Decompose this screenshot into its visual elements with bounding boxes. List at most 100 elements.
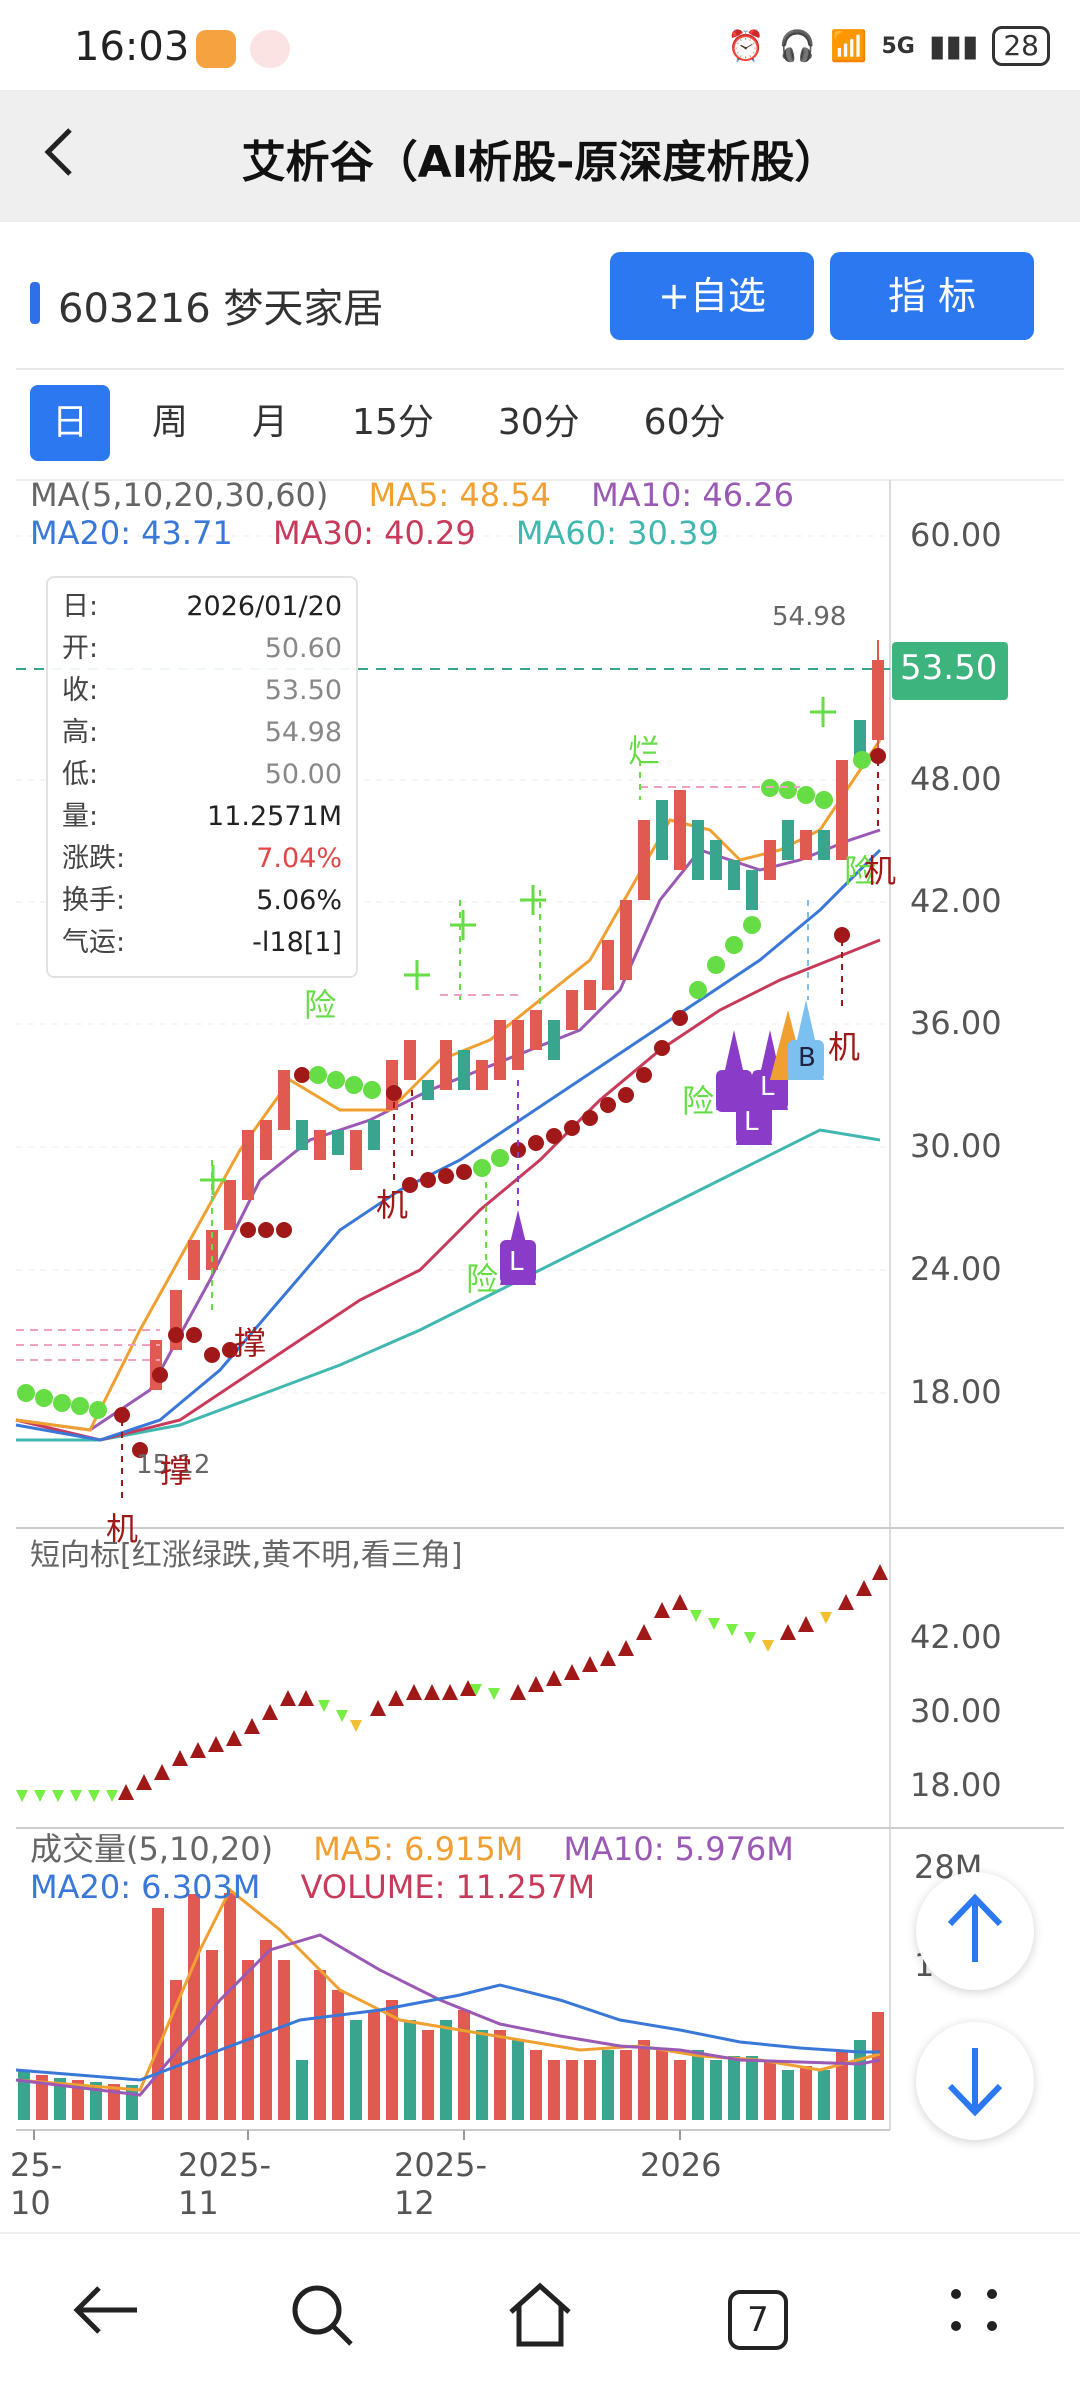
- annotation-ji: 机: [828, 1028, 861, 1066]
- ma60-label: MA60: 30.39: [515, 514, 719, 552]
- network-label: 5G: [881, 33, 915, 59]
- x-axis-label: 2026: [640, 2146, 722, 2184]
- annotation-ji: 机: [376, 1186, 409, 1224]
- tab-week[interactable]: 周: [152, 402, 189, 443]
- info-value: 50.60: [264, 633, 342, 664]
- browser-nav-bar: 7: [0, 2232, 1080, 2400]
- price-tick: 18.00: [910, 1373, 1002, 1411]
- high-price-label: 54.98: [772, 602, 847, 632]
- info-row: 开: 50.60: [62, 628, 342, 670]
- vol-ma20-line: [15, 1983, 880, 2082]
- short-indicator-title: 短向标[红涨绿跌,黄不明,看三角]: [30, 1538, 463, 1573]
- candlesticks: [150, 640, 884, 1390]
- info-key: 换手:: [62, 885, 126, 916]
- annotation-ji: 机: [864, 852, 897, 890]
- info-value: 11.2571M: [207, 801, 342, 832]
- scroll-up-button[interactable]: [916, 1872, 1034, 1990]
- short-indicator-triangles: [16, 1564, 888, 1802]
- page-title: 艾析谷（AI析股-原深度析股）: [241, 137, 839, 188]
- search-icon[interactable]: [282, 2280, 362, 2360]
- volume-legend: 成交量(5,10,20) MA5: 6.915M MA10: 5.976M MA…: [30, 1830, 890, 1906]
- period-tabs: 日 周 月 15分 30分 60分: [30, 385, 767, 461]
- info-key: 日:: [62, 591, 99, 622]
- info-value: -l18[1]: [252, 927, 342, 958]
- ma30-label: MA30: 40.29: [272, 514, 476, 552]
- info-row: 气运: -l18[1]: [62, 922, 342, 964]
- info-value: 54.98: [264, 717, 342, 748]
- ma-legend: MA(5,10,20,30,60) MA5: 48.54 MA10: 46.26…: [30, 476, 890, 552]
- info-row: 换手: 5.06%: [62, 880, 342, 922]
- info-row: 量: 11.2571M: [62, 796, 342, 838]
- annotation-xian: 险: [682, 1082, 715, 1120]
- x-axis-label: 2025-12: [394, 2146, 487, 2222]
- info-value: 5.06%: [256, 885, 342, 916]
- risk-dots: [17, 751, 871, 1419]
- home-icon[interactable]: [500, 2280, 580, 2360]
- status-icons: ⏰ 🎧 📶 5G ▮▮▮ 28: [727, 26, 1050, 66]
- short-axis-tick: 42.00: [910, 1618, 1002, 1656]
- tab-15min[interactable]: 15分: [352, 402, 434, 443]
- signal-icon: ▮▮▮: [928, 28, 979, 64]
- cross-markers: [200, 697, 836, 1195]
- ma5-label: MA5: 48.54: [368, 476, 551, 514]
- info-key: 收:: [62, 675, 99, 706]
- current-price-box: [892, 642, 1008, 700]
- stock-name: 603216 梦天家居: [58, 286, 384, 332]
- low-price-label: 15.12: [136, 1450, 211, 1480]
- arrow-up-icon: [947, 1893, 1003, 1962]
- volume-label: VOLUME: 11.257M: [300, 1868, 596, 1906]
- annotation-xian: 险: [844, 852, 877, 890]
- price-tick: 42.00: [910, 882, 1002, 920]
- status-time: 16:03: [74, 24, 190, 70]
- battery-icon: 28: [992, 26, 1050, 66]
- heart-app-icon: [196, 30, 236, 68]
- svg-text:L: L: [509, 1247, 524, 1277]
- short-axis-tick: 30.00: [910, 1692, 1002, 1730]
- app-header: 艾析谷（AI析股-原深度析股）: [0, 90, 1080, 222]
- annotation-xian: 险: [304, 986, 337, 1024]
- back-arrow-icon[interactable]: [66, 2280, 146, 2360]
- map-pin-icon: [250, 30, 290, 68]
- info-row: 低: 50.00: [62, 754, 342, 796]
- svg-text:L: L: [744, 1107, 759, 1137]
- vol-ma20-label: MA20: 6.303M: [30, 1868, 261, 1906]
- info-row: 高: 54.98: [62, 712, 342, 754]
- tab-month[interactable]: 月: [252, 402, 289, 443]
- add-watchlist-button[interactable]: +自选: [610, 252, 814, 340]
- svg-text:B: B: [798, 1043, 816, 1073]
- info-value: 50.00: [264, 759, 342, 790]
- ma20-line: [15, 848, 882, 1442]
- info-key: 量:: [62, 801, 99, 832]
- annotation-lan: 烂: [628, 732, 661, 770]
- ma10-label: MA10: 46.26: [591, 476, 794, 514]
- status-bar: 16:03 ⏰ 🎧 📶 5G ▮▮▮ 28: [0, 0, 1080, 90]
- indicator-button[interactable]: 指 标: [830, 252, 1034, 340]
- info-value: 7.04%: [256, 843, 342, 874]
- info-key: 涨跌:: [62, 843, 126, 874]
- annotation-ji: 机: [106, 1510, 139, 1548]
- ma-legend-title: MA(5,10,20,30,60): [30, 476, 329, 514]
- ma60-line: [16, 1128, 881, 1442]
- info-row: 日: 2026/01/20: [62, 586, 342, 628]
- info-key: 低:: [62, 759, 99, 790]
- candle-info-panel: 日: 2026/01/20 开: 50.60 收: 53.50 高: 54.98 低: 5…: [46, 576, 358, 978]
- stock-marker: [30, 282, 40, 324]
- ma30-line: [15, 938, 881, 1442]
- x-axis-label: 25-10: [10, 2146, 63, 2222]
- tabs-count-button[interactable]: 7: [728, 2290, 788, 2350]
- more-dots-icon[interactable]: [934, 2280, 1014, 2360]
- info-key: 高:: [62, 717, 99, 748]
- divider: [16, 368, 1064, 370]
- tab-60min[interactable]: 60分: [643, 402, 726, 443]
- back-icon[interactable]: [38, 122, 98, 182]
- gridlines: [16, 535, 890, 1394]
- annotation-xian: 险: [466, 1260, 499, 1298]
- vol-ma5-label: MA5: 6.915M: [313, 1830, 524, 1868]
- scroll-down-button[interactable]: [916, 2022, 1034, 2140]
- volume-title: 成交量(5,10,20): [30, 1830, 274, 1868]
- vol-ma10-line: [15, 1933, 881, 2097]
- tab-day[interactable]: 日: [30, 385, 111, 461]
- tab-30min[interactable]: 30分: [497, 402, 580, 443]
- info-row: 涨跌: 7.04%: [62, 838, 342, 880]
